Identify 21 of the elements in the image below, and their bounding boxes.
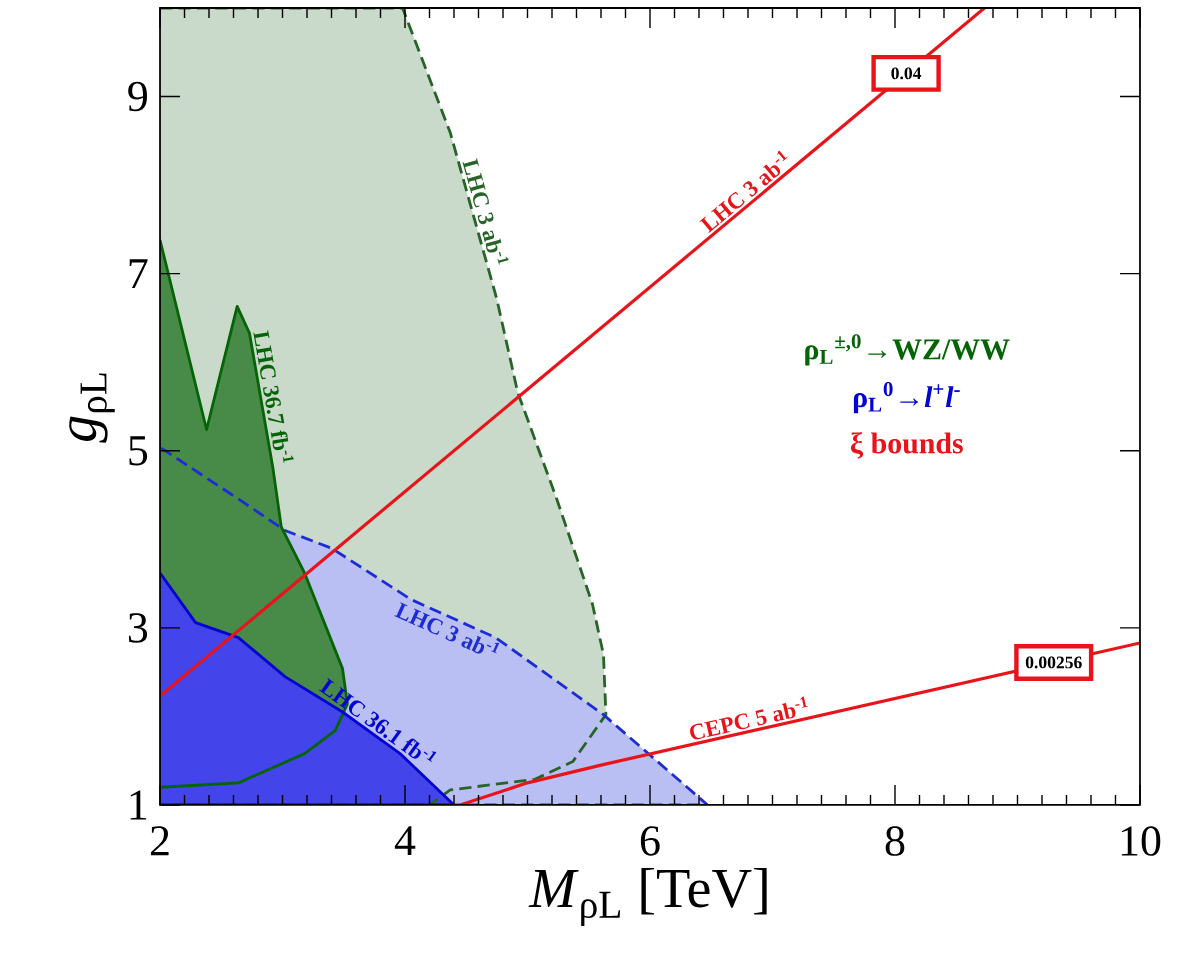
y-tick-label: 3 [128, 613, 148, 643]
y-tick-label: 5 [129, 436, 148, 466]
annotation: ρ$_{L}$$^{0}$→l$^{+}$l$^{-}$ [853, 382, 960, 414]
x-tick-label: 8 [885, 826, 905, 856]
annotation: ξ bounds [850, 432, 963, 459]
text: LHC 36.7 fb$^{-1}$ [253, 330, 294, 463]
y-axis-title: g$_{ρL}$ [69, 373, 115, 443]
text: CEPC 5 ab$^{-1}$ [690, 696, 808, 740]
x-tick-label: 4 [394, 826, 416, 856]
text: LHC 3 ab$^{-1}$ [462, 158, 509, 265]
y-tick-label: 1 [130, 790, 147, 820]
y-tick-label: 7 [129, 259, 148, 289]
annotation: ρ$_{L}$$^{±,0}$→WZ/WW [805, 334, 1010, 366]
annotation: 0.00256 [1025, 656, 1082, 669]
x-axis-title: M$_{ρL}$ [TeV] [528, 867, 767, 927]
series-label: LHC 3 ab$^{-1}$ [394, 602, 500, 654]
x-tick-label: 6 [640, 826, 660, 856]
y-tick-label: 9 [128, 81, 148, 112]
annotation: 0.04 [891, 67, 922, 80]
x-tick-label: 10 [1121, 826, 1161, 856]
x-tick-label: 2 [150, 826, 169, 856]
